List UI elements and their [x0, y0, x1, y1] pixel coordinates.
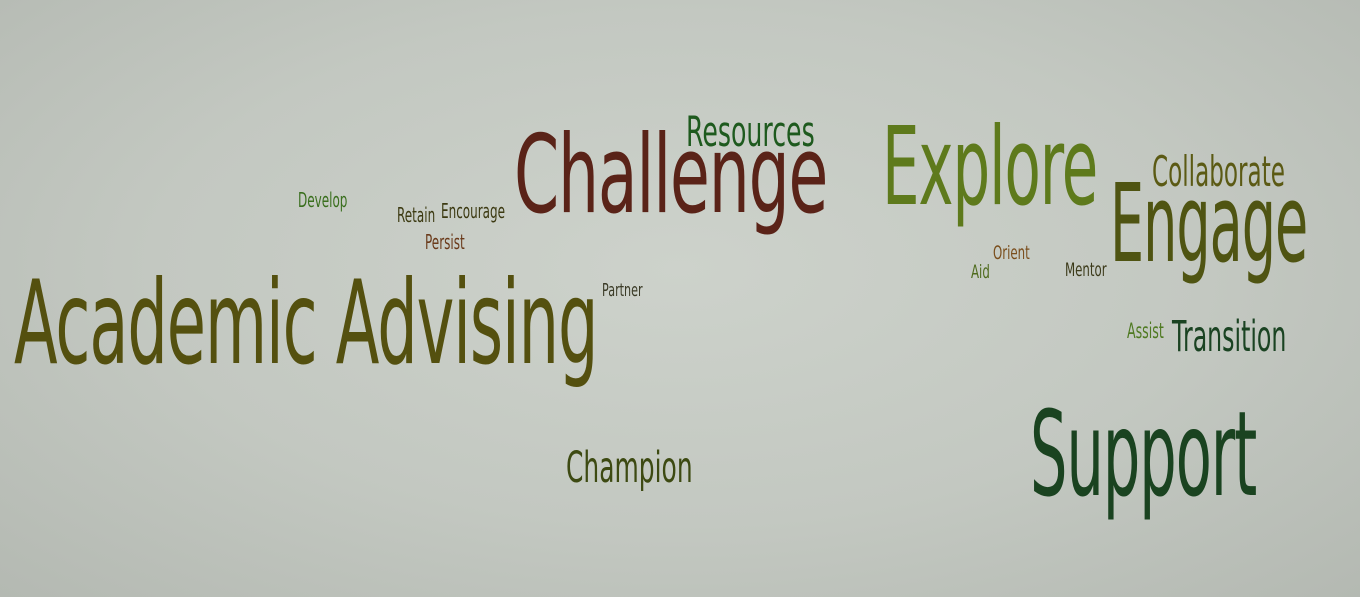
word-explore: Explore — [882, 105, 1098, 230]
word-assist: Assist — [1127, 319, 1164, 343]
word-collaborate: Collaborate — [1152, 147, 1285, 196]
word-aid: Aid — [971, 261, 990, 283]
word-mentor: Mentor — [1065, 259, 1107, 281]
word-persist: Persist — [425, 230, 465, 254]
word-encourage: Encourage — [441, 199, 506, 223]
word-support: Support — [1030, 385, 1257, 523]
word-retain: Retain — [397, 203, 436, 227]
word-challenge: Challenge — [514, 113, 828, 238]
word-orient: Orient — [993, 242, 1030, 264]
word-resources: Resources — [686, 107, 815, 156]
word-transition: Transition — [1172, 312, 1287, 362]
word-academic-advising: Academic Advising — [14, 256, 598, 391]
word-develop: Develop — [298, 188, 348, 212]
word-engage: Engage — [1110, 162, 1308, 287]
word-partner: Partner — [602, 280, 643, 301]
word-champion: Champion — [566, 443, 693, 493]
